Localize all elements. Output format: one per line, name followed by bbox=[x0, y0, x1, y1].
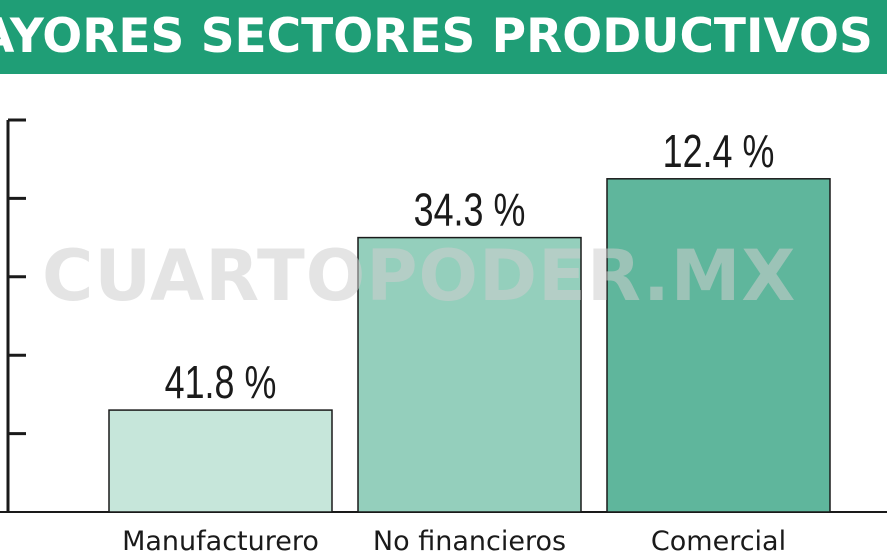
chart-title: AYORES SECTORES PRODUCTIVOS bbox=[0, 9, 873, 64]
category-label: Manufacturero bbox=[122, 526, 319, 556]
data-label: 41.8 % bbox=[165, 357, 277, 408]
category-label: Comercial bbox=[651, 526, 786, 556]
bar bbox=[108, 409, 333, 513]
bar bbox=[606, 178, 831, 513]
data-label: 12.4 % bbox=[663, 126, 775, 177]
bars bbox=[108, 178, 831, 513]
title-banner: AYORES SECTORES PRODUCTIVOS bbox=[0, 0, 887, 74]
bar bbox=[357, 236, 582, 513]
category-label: No financieros bbox=[373, 526, 566, 556]
bar-chart: 41.8 % 34.3 % 12.4 % Manufacturero No finan… bbox=[0, 118, 887, 556]
data-labels: 41.8 % 34.3 % 12.4 % bbox=[165, 126, 775, 409]
category-labels: Manufacturero No financieros Comercial bbox=[122, 526, 786, 556]
data-label: 34.3 % bbox=[414, 184, 526, 235]
